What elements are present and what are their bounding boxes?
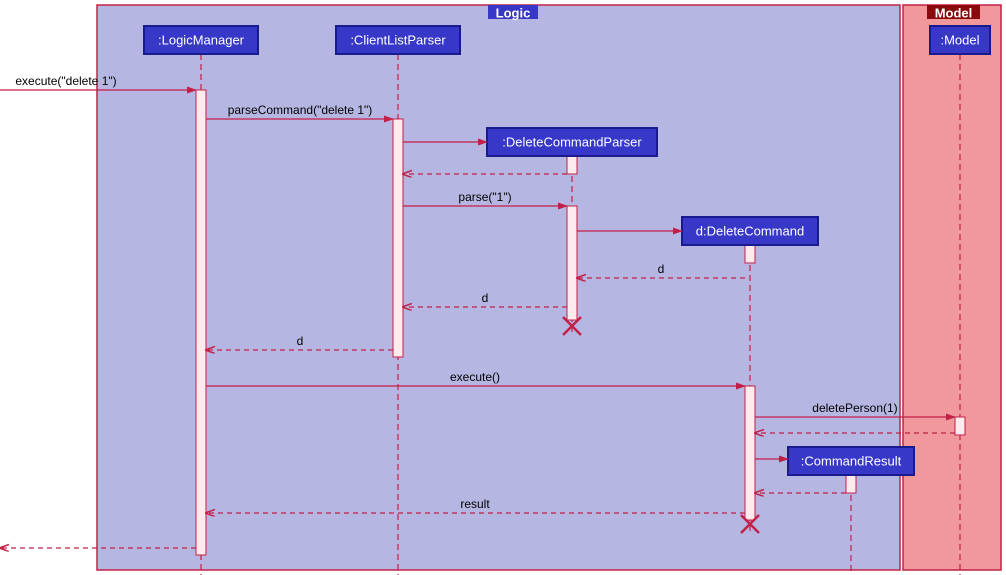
- frame-model: [903, 5, 1001, 570]
- participant-label: :Model: [940, 33, 979, 48]
- activation-dc: [745, 245, 755, 263]
- frame-label: Model: [935, 6, 973, 21]
- message-label: d: [658, 262, 665, 276]
- activation-clp: [393, 119, 403, 357]
- message-label: parseCommand("delete 1"): [228, 103, 373, 117]
- activation-lm: [196, 90, 206, 555]
- participant-label: d:DeleteCommand: [696, 224, 804, 239]
- activation-mdl: [955, 417, 965, 435]
- message-label: execute("delete 1"): [15, 74, 116, 88]
- message-label: d: [482, 291, 489, 305]
- frame-logic: [97, 5, 900, 570]
- participant-label: :ClientListParser: [350, 33, 446, 48]
- message-label: result: [460, 497, 490, 511]
- sequence-diagram: Logic Model :LogicManager :ClientListParser…: [0, 0, 1006, 575]
- activation-dcp: [567, 156, 577, 174]
- activation-dc: [745, 386, 755, 520]
- message-label: parse("1"): [458, 190, 511, 204]
- message-label: deletePerson(1): [812, 401, 897, 415]
- activation-cr: [846, 475, 856, 493]
- participant-label: :LogicManager: [158, 33, 245, 48]
- message-label: execute(): [450, 370, 500, 384]
- participant-label: :CommandResult: [801, 454, 902, 469]
- frame-label: Logic: [496, 6, 531, 21]
- activation-dcp: [567, 206, 577, 320]
- participant-label: :DeleteCommandParser: [502, 135, 642, 150]
- message-label: d: [297, 334, 304, 348]
